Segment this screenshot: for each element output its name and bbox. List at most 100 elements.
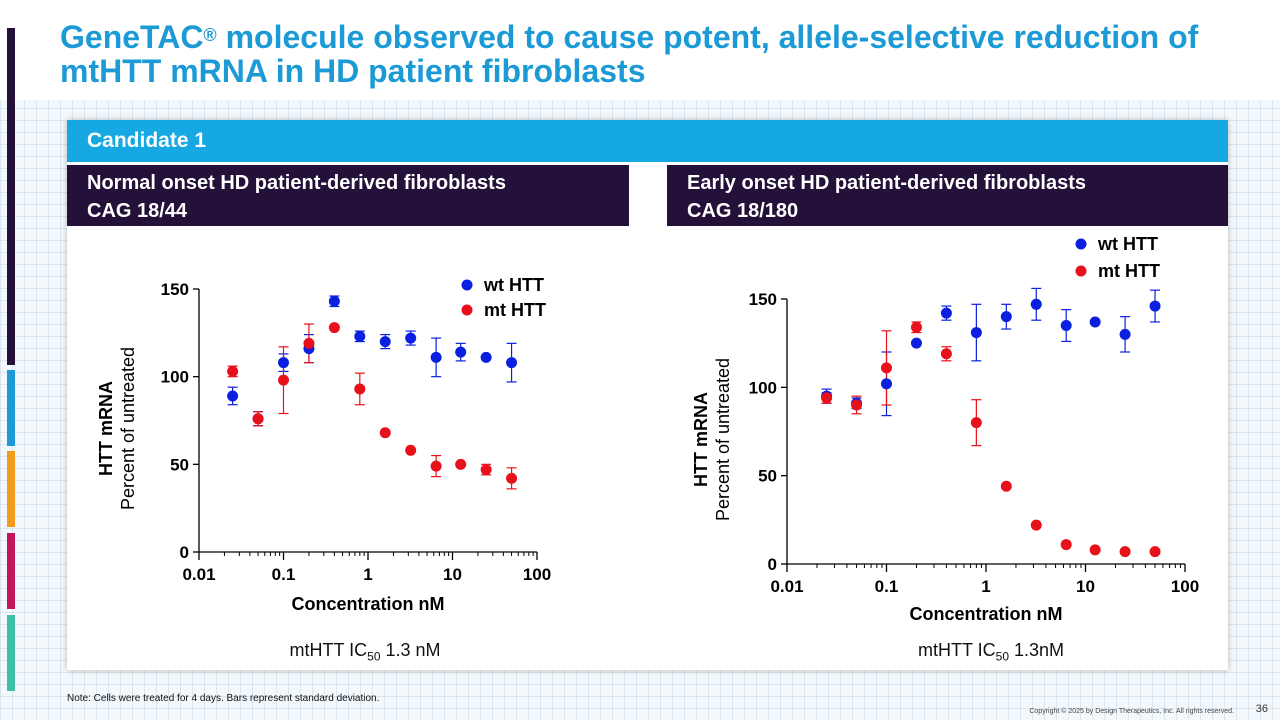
- chart1-y-axis-label: HTT mRNA: [691, 392, 711, 487]
- chart1-0-point: [1060, 320, 1072, 331]
- chart-right: 0 50 100 150 0.01 0.1 1 10 100 Concentration nM HT…: [691, 234, 1199, 624]
- chart-left: 0 50 100 150 0.01 0.1 1 10 100 Concentration nM HT…: [96, 275, 551, 614]
- chart1-0-point: [940, 307, 952, 319]
- chart1-0-point: [1149, 300, 1161, 312]
- ic50-right-value: 1.3nM: [1009, 640, 1065, 660]
- ic50-left-prefix: mtHTT IC: [289, 640, 368, 660]
- chart1-0-point: [1089, 316, 1101, 328]
- chart0-legend-label-1: mt HTT: [484, 300, 546, 320]
- chart1-1-point: [910, 321, 922, 333]
- chart1-y-axis-sublabel: Percent of untreated: [713, 358, 733, 521]
- chart1-x-tick-label: 0.01: [770, 577, 803, 596]
- slide-title: GeneTAC® molecule observed to cause pote…: [60, 20, 1210, 88]
- chart0-x-axis-label: Concentration nM: [292, 594, 445, 614]
- ic50-left-value: 1.3 nM: [380, 640, 441, 660]
- chart0-1-point: [430, 460, 442, 472]
- chart0-y-tick-label: 50: [170, 455, 189, 474]
- chart1-legend-marker-0: [1075, 238, 1087, 250]
- chart1-1-point: [851, 399, 863, 411]
- footnote: Note: Cells were treated for 4 days. Bar…: [67, 693, 380, 704]
- chart1-y-tick-label: 150: [749, 290, 777, 309]
- chart0-1-point: [379, 427, 391, 439]
- chart1-1-point: [1060, 539, 1072, 551]
- accent-bar-2: [7, 370, 15, 446]
- chart1-x-axis-label: Concentration nM: [910, 604, 1063, 624]
- title-main: GeneTAC: [60, 19, 204, 55]
- panel-heading-right: Early onset HD patient-derived fibroblas…: [667, 165, 1228, 226]
- chart1-1-point: [970, 417, 982, 429]
- chart0-0-point: [379, 336, 391, 348]
- chart0-x-tick-label: 0.01: [182, 565, 215, 584]
- accent-bar-3: [7, 451, 15, 527]
- chart1-legend-label-1: mt HTT: [1098, 261, 1160, 281]
- chart1-0-point: [1000, 311, 1012, 323]
- chart1-y-tick-label: 0: [768, 555, 777, 574]
- chart0-0-point: [278, 357, 289, 369]
- accent-bar-5: [7, 615, 15, 691]
- chart0-0-point: [455, 346, 467, 358]
- chart0-x-tick-label: 10: [443, 565, 462, 584]
- panel-heading-left: Normal onset HD patient-derived fibrobla…: [67, 165, 629, 226]
- chart1-0-point: [910, 337, 922, 349]
- chart0-y-tick-label: 0: [180, 543, 189, 562]
- ic50-right-sub: 50: [995, 649, 1009, 664]
- chart1-x-tick-label: 1: [981, 577, 990, 596]
- chart0-1-point: [506, 472, 518, 484]
- chart0-0-point: [328, 295, 340, 307]
- chart0-y-tick-label: 150: [161, 280, 189, 299]
- chart0-0-point: [227, 390, 239, 402]
- chart1-0-point: [881, 378, 892, 390]
- chart1-1-point: [940, 348, 952, 360]
- chart0-0-point: [430, 351, 442, 363]
- chart0-1-point: [405, 444, 417, 456]
- chart1-1-point: [1089, 544, 1101, 556]
- chart1-1-point: [1000, 480, 1012, 492]
- chart0-legend-marker-1: [461, 304, 473, 316]
- chart1-legend-marker-1: [1075, 265, 1087, 277]
- page-number: 36: [1255, 703, 1268, 715]
- chart1-y-tick-label: 50: [758, 467, 777, 486]
- panel-heading-left-line2: CAG 18/44: [87, 200, 188, 222]
- chart0-0-point: [506, 357, 518, 369]
- chart1-0-point: [1030, 298, 1042, 310]
- chart0-1-point: [328, 322, 340, 334]
- chart0-1-point: [227, 365, 239, 377]
- copyright: Copyright © 2025 by Design Therapeutics,…: [1029, 708, 1234, 715]
- chart1-x-tick-label: 10: [1076, 577, 1095, 596]
- title-registered-mark: ®: [203, 25, 217, 45]
- ic50-left-sub: 50: [367, 649, 381, 664]
- chart0-legend-label-0: wt HTT: [483, 275, 544, 295]
- chart0-y-axis-sublabel: Percent of untreated: [118, 347, 138, 510]
- chart0-1-point: [455, 458, 467, 470]
- chart1-legend-label-0: wt HTT: [1097, 234, 1158, 254]
- candidate-header: Candidate 1: [67, 120, 1228, 162]
- chart1-x-tick-label: 0.1: [875, 577, 899, 596]
- chart1-1-point: [1149, 546, 1161, 558]
- chart0-0-point: [405, 332, 417, 344]
- chart0-1-point: [278, 374, 289, 386]
- chart0-y-tick-label: 100: [161, 368, 189, 387]
- panel-heading-right-line1: Early onset HD patient-derived fibroblas…: [687, 172, 1086, 194]
- panel-heading-left-line1: Normal onset HD patient-derived fibrobla…: [87, 172, 506, 194]
- chart0-0-point: [480, 351, 492, 363]
- ic50-right-prefix: mtHTT IC: [917, 640, 996, 660]
- chart0-x-tick-label: 100: [523, 565, 551, 584]
- chart0-legend-marker-0: [461, 279, 473, 291]
- chart1-1-point: [881, 362, 892, 374]
- chart1-0-point: [970, 327, 982, 339]
- panel-heading-right-line2: CAG 18/180: [687, 200, 799, 222]
- chart1-1-point: [821, 392, 833, 404]
- chart0-1-point: [480, 464, 492, 476]
- ic50-left: mtHTT IC50 1.3 nM: [200, 640, 530, 664]
- chart0-x-tick-label: 0.1: [272, 565, 296, 584]
- title-rest: molecule observed to cause potent, allel…: [60, 19, 1199, 89]
- chart1-0-point: [1119, 328, 1131, 340]
- chart0-0-point: [354, 330, 366, 342]
- chart1-1-point: [1030, 519, 1042, 531]
- chart0-1-point: [252, 413, 264, 425]
- header-background: [0, 0, 1280, 100]
- accent-bar-1: [7, 28, 15, 365]
- chart0-1-point: [303, 337, 315, 349]
- chart1-y-tick-label: 100: [749, 378, 777, 397]
- chart0-1-point: [354, 383, 366, 395]
